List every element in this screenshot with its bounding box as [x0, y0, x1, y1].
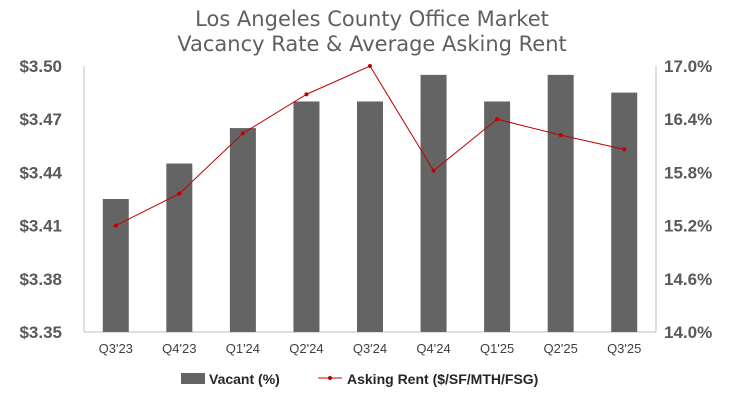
legend-label-vacant: Vacant (%)	[209, 371, 280, 387]
left-axis-tick-label: $3.44	[19, 163, 62, 182]
right-axis-tick-label: 15.2%	[664, 217, 712, 236]
vacancy-bar	[102, 199, 129, 332]
vacancy-bar	[166, 163, 193, 332]
x-axis-tick-label: Q2'24	[289, 341, 323, 356]
vacancy-bars	[102, 74, 638, 332]
left-axis-tick-label: $3.35	[19, 323, 62, 342]
legend-marker-rent	[328, 376, 332, 380]
legend-swatch-vacant	[181, 373, 205, 384]
vacancy-bar	[547, 74, 574, 332]
right-axis-ticks: 17.0% 16.4% 15.8% 15.2% 14.6% 14.0%	[664, 57, 712, 342]
left-axis-tick-label: $3.47	[19, 110, 62, 129]
vacancy-bar	[611, 92, 638, 332]
chart-title: Los Angeles County Office Market	[195, 7, 549, 31]
x-axis-tick-label: Q4'23	[162, 341, 196, 356]
rent-point	[622, 147, 627, 152]
legend-label-rent: Asking Rent ($/SF/MTH/FSG)	[347, 371, 538, 387]
left-axis-ticks: $3.50 $3.47 $3.44 $3.41 $3.38 $3.35	[19, 57, 62, 342]
vacancy-bar	[229, 128, 256, 332]
right-axis-tick-label: 15.8%	[664, 163, 712, 182]
x-axis-tick-label: Q3'25	[607, 341, 641, 356]
vacancy-bar	[293, 101, 320, 332]
x-axis-tick-label: Q2'25	[544, 341, 578, 356]
rent-point	[368, 64, 372, 68]
rent-point	[113, 223, 118, 228]
vacancy-bar	[484, 101, 511, 332]
vacancy-bar	[357, 101, 383, 332]
rent-point	[495, 117, 500, 122]
rent-point	[304, 92, 309, 97]
rent-point	[431, 168, 436, 173]
rent-line-series	[113, 64, 627, 228]
right-axis-tick-label: 14.6%	[664, 270, 712, 289]
left-axis-tick-label: $3.50	[19, 57, 62, 76]
right-axis-tick-label: 16.4%	[664, 110, 712, 129]
chart-subtitle: Vacancy Rate & Average Asking Rent	[177, 32, 567, 56]
x-axis-tick-label: Q3'23	[99, 341, 133, 356]
rent-point	[177, 191, 182, 196]
left-axis-tick-label: $3.41	[19, 217, 62, 236]
legend: Vacant (%) Asking Rent ($/SF/MTH/FSG)	[181, 371, 538, 387]
x-axis-tick-label: Q1'24	[226, 341, 260, 356]
rent-point	[558, 133, 563, 138]
x-axis-tick-label: Q3'24	[353, 341, 387, 356]
x-axis-tick-label: Q4'24	[416, 341, 450, 356]
left-axis-tick-label: $3.38	[19, 270, 62, 289]
rent-point	[240, 131, 245, 136]
x-axis-ticks: Q3'23 Q4'23 Q1'24 Q2'24 Q3'24 Q4'24 Q1'25 Q2'25…	[99, 341, 642, 356]
vacancy-bar	[420, 74, 447, 332]
right-axis-tick-label: 17.0%	[664, 57, 712, 76]
x-axis-tick-label: Q1'25	[480, 341, 514, 356]
right-axis-tick-label: 14.0%	[664, 323, 712, 342]
